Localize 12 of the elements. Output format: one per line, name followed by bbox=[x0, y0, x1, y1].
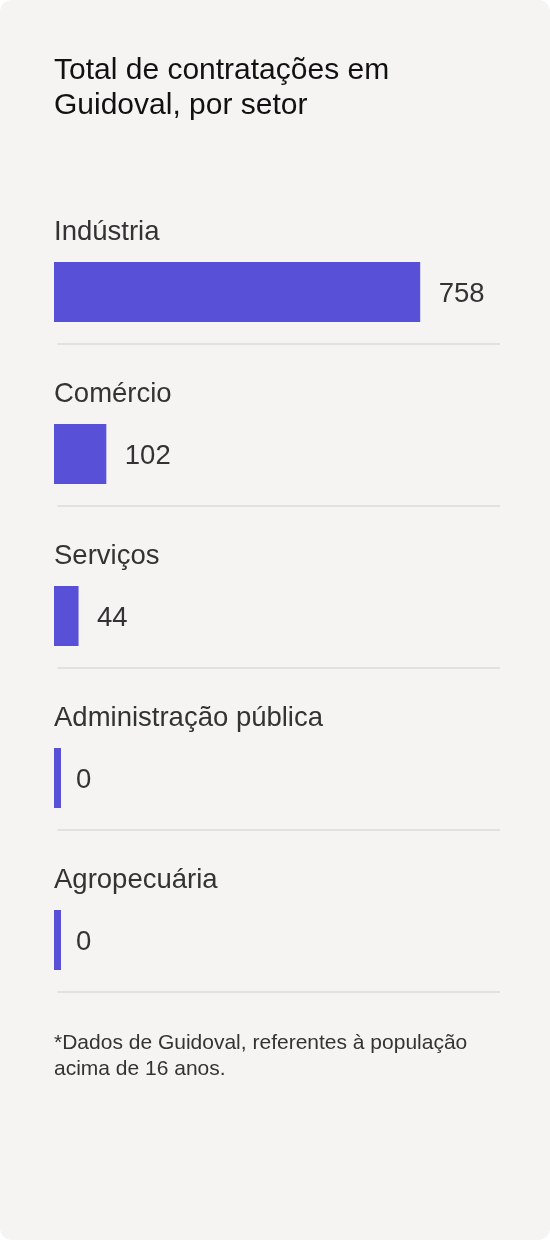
data-label: 0 bbox=[76, 924, 92, 956]
data-label: 102 bbox=[124, 438, 171, 470]
y-tick-label: Administração pública bbox=[54, 701, 324, 732]
chart-title: Total de contratações em Guidoval, por setor bbox=[54, 51, 391, 121]
y-tick-label: Comércio bbox=[54, 377, 172, 408]
y-tick-label: Agropecuária bbox=[54, 863, 219, 894]
y-tick-label: Indústria bbox=[54, 215, 161, 246]
y-tick-label: Serviços bbox=[54, 539, 160, 570]
data-label: 758 bbox=[438, 276, 485, 308]
data-label: 44 bbox=[97, 600, 128, 632]
data-label: 0 bbox=[76, 762, 92, 794]
text: *Dados de Guidoval, referentes à população acima de 16 anos. bbox=[54, 1029, 469, 1081]
